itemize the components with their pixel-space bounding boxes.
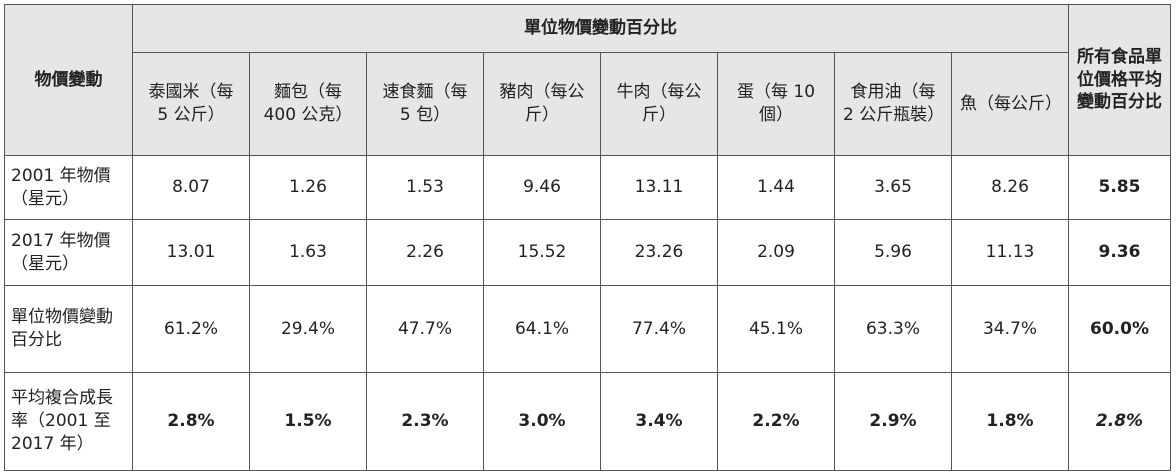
cell: 1.44 (717, 155, 835, 220)
group-header: 單位物價變動百分比 (132, 4, 1069, 53)
cell: 2.8% (132, 372, 250, 471)
cell: 8.07 (132, 155, 250, 220)
row-label: 2001 年物價（星元） (4, 155, 133, 220)
average-cell: 9.36 (1068, 219, 1171, 286)
cell: 3.0% (483, 372, 601, 471)
cell: 47.7% (366, 285, 484, 373)
cell: 1.5% (249, 372, 367, 471)
row-label: 2017 年物價（星元） (4, 219, 133, 286)
column-header: 魚（每公斤） (951, 52, 1069, 156)
cell: 77.4% (600, 285, 718, 373)
cell: 34.7% (951, 285, 1069, 373)
cell: 64.1% (483, 285, 601, 373)
cell: 13.01 (132, 219, 250, 286)
average-cell: 60.0% (1068, 285, 1171, 373)
price-table: 物價變動 單位物價變動百分比 所有食品單位價格平均變動百分比 泰國米（每 5 公… (4, 4, 1171, 471)
cell: 5.96 (834, 219, 952, 286)
cell: 8.26 (951, 155, 1069, 220)
table-row: 單位物價變動百分比 61.2% 29.4% 47.7% 64.1% 77.4% 45.1% 6… (4, 285, 1171, 373)
column-header: 泰國米（每 5 公斤） (132, 52, 250, 156)
cell: 29.4% (249, 285, 367, 373)
column-header: 蛋（每 10 個） (717, 52, 835, 156)
column-header: 速食麵（每 5 包） (366, 52, 484, 156)
column-header: 豬肉（每公斤） (483, 52, 601, 156)
column-header: 麵包（每 400 公克） (249, 52, 367, 156)
cell: 2.2% (717, 372, 835, 471)
cell: 15.52 (483, 219, 601, 286)
average-cell: 5.85 (1068, 155, 1171, 220)
cell: 61.2% (132, 285, 250, 373)
column-header: 牛肉（每公斤） (600, 52, 718, 156)
cell: 11.13 (951, 219, 1069, 286)
cell: 23.26 (600, 219, 718, 286)
row-label: 平均複合成長率（2001 至 2017 年） (4, 372, 133, 471)
cell: 45.1% (717, 285, 835, 373)
cell: 1.53 (366, 155, 484, 220)
cell: 63.3% (834, 285, 952, 373)
table-row: 平均複合成長率（2001 至 2017 年） 2.8% 1.5% 2.3% 3.0% 3.… (4, 372, 1171, 471)
cell: 2.09 (717, 219, 835, 286)
table-row: 2001 年物價（星元） 8.07 1.26 1.53 9.46 13.11 1.44 3.6… (4, 155, 1171, 220)
average-cell: 2.8% (1068, 372, 1171, 471)
cell: 1.63 (249, 219, 367, 286)
cell: 1.26 (249, 155, 367, 220)
cell: 2.9% (834, 372, 952, 471)
table-row: 2017 年物價（星元） 13.01 1.63 2.26 15.52 23.26 2.09 5… (4, 219, 1171, 286)
cell: 9.46 (483, 155, 601, 220)
cell: 2.26 (366, 219, 484, 286)
cell: 1.8% (951, 372, 1069, 471)
cell: 2.3% (366, 372, 484, 471)
cell: 3.4% (600, 372, 718, 471)
last-header: 所有食品單位價格平均變動百分比 (1068, 4, 1171, 156)
column-header: 食用油（每 2 公斤瓶裝） (834, 52, 952, 156)
row-header: 物價變動 (4, 4, 133, 156)
cell: 3.65 (834, 155, 952, 220)
row-label: 單位物價變動百分比 (4, 285, 133, 373)
cell: 13.11 (600, 155, 718, 220)
